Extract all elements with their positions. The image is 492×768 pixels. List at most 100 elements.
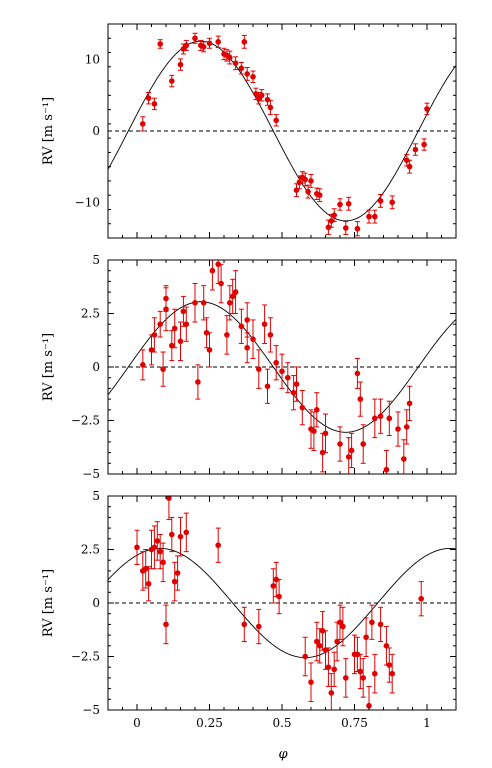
data-point	[232, 270, 239, 314]
data-marker	[163, 295, 169, 302]
data-point	[357, 381, 364, 417]
data-marker	[177, 533, 184, 540]
data-point	[302, 636, 309, 677]
data-marker	[174, 570, 181, 576]
data-point	[218, 263, 224, 304]
data-marker	[403, 157, 410, 164]
data-point	[264, 93, 271, 106]
data-point	[244, 67, 250, 81]
data-point	[221, 47, 227, 61]
data-point	[241, 606, 248, 643]
data-marker	[322, 430, 329, 437]
data-point	[142, 549, 149, 589]
data-point	[174, 555, 181, 591]
data-point	[285, 362, 291, 394]
data-marker	[244, 71, 250, 77]
data-marker	[421, 141, 427, 148]
data-marker	[183, 529, 190, 536]
data-marker	[255, 366, 262, 372]
data-marker	[238, 323, 245, 330]
data-marker	[148, 347, 155, 353]
data-point	[241, 34, 248, 49]
data-point	[183, 512, 190, 553]
data-point	[293, 183, 300, 198]
data-marker	[314, 407, 320, 413]
data-point	[140, 551, 146, 591]
data-marker	[171, 325, 178, 332]
data-marker	[229, 293, 236, 300]
data-marker	[322, 647, 329, 653]
data-marker	[354, 651, 361, 658]
data-marker	[316, 192, 323, 198]
model-curve	[108, 40, 456, 222]
data-point	[195, 364, 201, 400]
data-point	[299, 171, 306, 184]
data-marker	[140, 362, 146, 368]
data-marker	[264, 96, 271, 103]
data-marker	[244, 317, 250, 323]
data-point	[250, 70, 256, 83]
data-point	[177, 516, 184, 557]
data-point	[299, 390, 306, 426]
data-marker	[145, 580, 152, 587]
y-tick-label: −2.5	[71, 650, 100, 664]
data-point	[160, 351, 166, 387]
x-tick-label: 0	[133, 716, 141, 730]
data-marker	[195, 379, 201, 385]
data-point	[322, 413, 329, 454]
data-point	[331, 651, 338, 687]
data-marker	[227, 300, 233, 306]
data-point	[169, 516, 175, 553]
data-point	[316, 188, 323, 203]
data-point	[227, 285, 233, 321]
data-point	[180, 295, 187, 327]
data-point	[383, 449, 390, 474]
data-point	[395, 411, 401, 447]
data-point	[293, 366, 300, 402]
data-point	[354, 221, 361, 237]
data-marker	[232, 60, 239, 67]
panel-3: 0 0.25 0.5 0.75 1 −5 −2.5 0 2.5 5 RV [m s⁻¹]	[41, 489, 457, 730]
data-marker	[319, 449, 326, 456]
y-tick-label: 0	[92, 596, 100, 610]
y-tick-label: 5	[92, 253, 100, 267]
data-marker	[345, 454, 352, 460]
data-point	[345, 196, 352, 211]
data-marker	[157, 41, 163, 47]
data-point	[238, 62, 245, 75]
data-point	[273, 114, 280, 127]
data-point	[160, 542, 166, 583]
data-marker	[250, 73, 256, 80]
data-point	[273, 345, 280, 381]
data-point	[403, 409, 410, 445]
data-marker	[200, 300, 207, 306]
data-point	[424, 102, 430, 116]
data-point	[334, 621, 340, 662]
data-marker	[250, 336, 256, 342]
data-point	[357, 653, 364, 690]
data-point	[372, 653, 378, 694]
data-marker	[337, 201, 343, 208]
data-marker	[340, 623, 346, 630]
data-marker	[401, 456, 407, 462]
data-point	[325, 647, 332, 687]
data-marker	[183, 42, 190, 49]
data-point	[377, 606, 384, 643]
data-marker	[311, 428, 317, 435]
data-point	[354, 357, 361, 389]
data-marker	[218, 280, 224, 287]
data-marker	[334, 638, 340, 645]
data-marker	[296, 179, 303, 186]
x-axis-label: φ	[278, 747, 288, 762]
data-point	[386, 647, 393, 683]
x-tick-label: 1	[423, 716, 431, 730]
data-point	[360, 424, 367, 464]
data-marker	[203, 329, 210, 336]
data-marker	[319, 628, 326, 634]
data-marker	[183, 321, 190, 328]
data-point	[169, 74, 175, 88]
data-point	[200, 41, 207, 53]
data-point	[171, 561, 178, 602]
data-point	[215, 527, 221, 563]
data-marker	[325, 664, 332, 670]
